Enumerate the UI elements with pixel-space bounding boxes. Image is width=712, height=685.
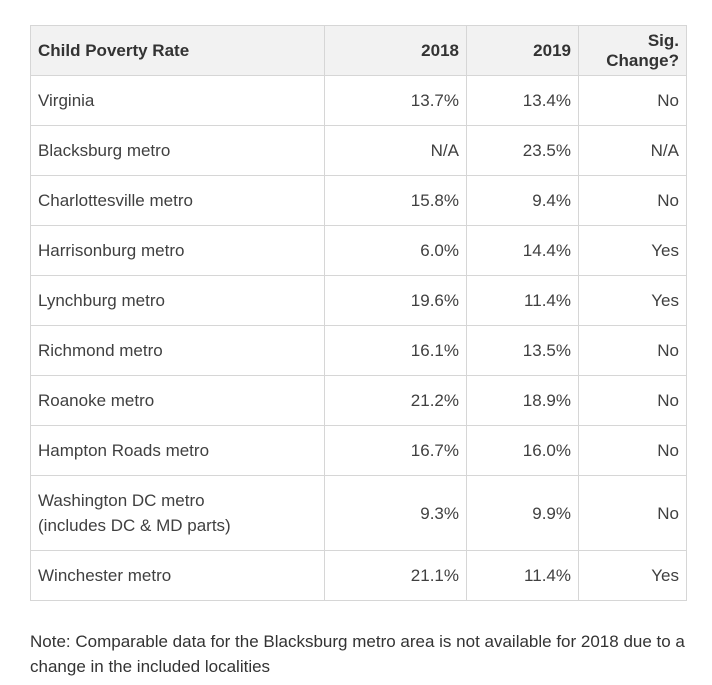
region-cell: Roanoke metro bbox=[30, 375, 325, 426]
value-2018-cell: 6.0% bbox=[324, 225, 467, 276]
sig-change-cell: N/A bbox=[578, 125, 687, 176]
value-2018-cell: 21.2% bbox=[324, 375, 467, 426]
sig-change-cell: No bbox=[578, 375, 687, 426]
sig-change-cell: No bbox=[578, 425, 687, 476]
value-2019-cell: 13.5% bbox=[466, 325, 579, 376]
region-cell: Richmond metro bbox=[30, 325, 325, 376]
value-2019-cell: 9.4% bbox=[466, 175, 579, 226]
table-row: Winchester metro 21.1% 11.4% Yes bbox=[30, 550, 687, 601]
value-2019-cell: 13.4% bbox=[466, 75, 579, 126]
value-2018-cell: 21.1% bbox=[324, 550, 467, 601]
table-row: Virginia 13.7% 13.4% No bbox=[30, 75, 687, 126]
table-body: Virginia 13.7% 13.4% No Blacksburg metro… bbox=[30, 75, 687, 601]
table-row: Roanoke metro 21.2% 18.9% No bbox=[30, 375, 687, 426]
value-2018-cell: 13.7% bbox=[324, 75, 467, 126]
header-2019: 2019 bbox=[466, 25, 579, 76]
value-2018-cell: N/A bbox=[324, 125, 467, 176]
table-row: Hampton Roads metro 16.7% 16.0% No bbox=[30, 425, 687, 476]
header-2018: 2018 bbox=[324, 25, 467, 76]
sig-change-cell: No bbox=[578, 175, 687, 226]
value-2019-cell: 9.9% bbox=[466, 475, 579, 551]
poverty-table-container: Child Poverty Rate 2018 2019 Sig. Change… bbox=[30, 25, 687, 601]
region-cell: Harrisonburg metro bbox=[30, 225, 325, 276]
region-cell: Lynchburg metro bbox=[30, 275, 325, 326]
table-row: Harrisonburg metro 6.0% 14.4% Yes bbox=[30, 225, 687, 276]
region-cell: Hampton Roads metro bbox=[30, 425, 325, 476]
table-row: Washington DC metro (includes DC & MD par… bbox=[30, 475, 687, 551]
table-row: Richmond metro 16.1% 13.5% No bbox=[30, 325, 687, 376]
value-2019-cell: 23.5% bbox=[466, 125, 579, 176]
sig-change-cell: No bbox=[578, 475, 687, 551]
value-2019-cell: 18.9% bbox=[466, 375, 579, 426]
child-poverty-table: Child Poverty Rate 2018 2019 Sig. Change… bbox=[30, 25, 687, 601]
sig-change-cell: Yes bbox=[578, 550, 687, 601]
sig-change-cell: No bbox=[578, 75, 687, 126]
region-name-line1: Washington DC metro bbox=[38, 491, 205, 510]
region-cell: Winchester metro bbox=[30, 550, 325, 601]
region-cell: Washington DC metro (includes DC & MD par… bbox=[30, 475, 325, 551]
value-2018-cell: 19.6% bbox=[324, 275, 467, 326]
region-cell: Charlottesville metro bbox=[30, 175, 325, 226]
footnote: Note: Comparable data for the Blacksburg… bbox=[30, 632, 685, 676]
value-2018-cell: 15.8% bbox=[324, 175, 467, 226]
sig-change-cell: Yes bbox=[578, 225, 687, 276]
value-2019-cell: 11.4% bbox=[466, 275, 579, 326]
header-region: Child Poverty Rate bbox=[30, 25, 325, 76]
value-2019-cell: 11.4% bbox=[466, 550, 579, 601]
value-2019-cell: 16.0% bbox=[466, 425, 579, 476]
table-row: Charlottesville metro 15.8% 9.4% No bbox=[30, 175, 687, 226]
value-2018-cell: 16.1% bbox=[324, 325, 467, 376]
value-2018-cell: 9.3% bbox=[324, 475, 467, 551]
table-row: Blacksburg metro N/A 23.5% N/A bbox=[30, 125, 687, 176]
region-cell: Blacksburg metro bbox=[30, 125, 325, 176]
header-sig-change: Sig. Change? bbox=[578, 25, 687, 76]
table-row: Lynchburg metro 19.6% 11.4% Yes bbox=[30, 275, 687, 326]
value-2018-cell: 16.7% bbox=[324, 425, 467, 476]
region-name-line2: (includes DC & MD parts) bbox=[38, 516, 231, 535]
value-2019-cell: 14.4% bbox=[466, 225, 579, 276]
table-header-row: Child Poverty Rate 2018 2019 Sig. Change… bbox=[30, 25, 687, 76]
sig-change-cell: Yes bbox=[578, 275, 687, 326]
sig-change-cell: No bbox=[578, 325, 687, 376]
region-cell: Virginia bbox=[30, 75, 325, 126]
